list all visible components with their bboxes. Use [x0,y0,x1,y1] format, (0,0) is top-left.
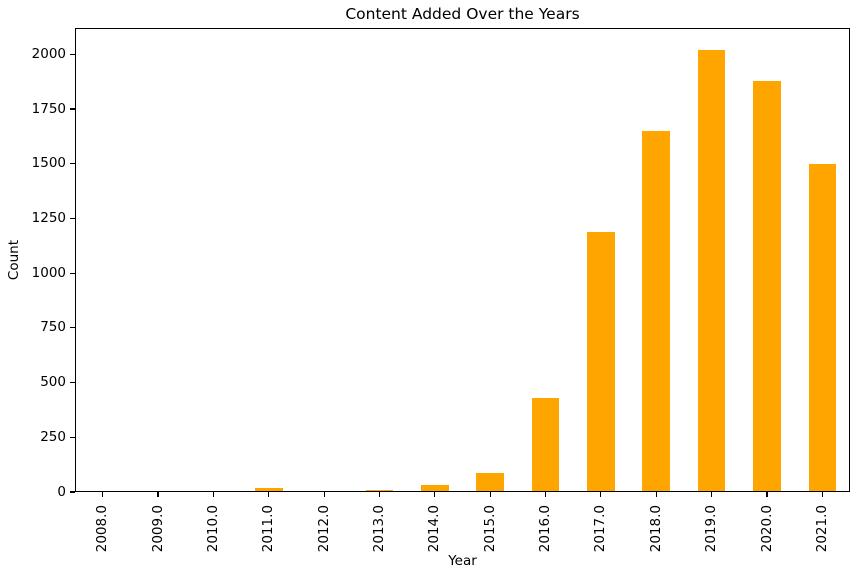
y-tick-mark [70,491,75,493]
y-tick-label: 1000 [31,264,66,281]
y-tick-mark [70,272,75,274]
x-tick-label: 2011.0 [260,505,277,553]
y-tick-label: 750 [40,319,66,336]
y-tick-label: 500 [40,374,66,391]
x-tick-label: 2015.0 [481,505,498,553]
bar-2011.0 [254,488,283,492]
x-tick-mark [821,492,823,497]
x-tick-mark [711,492,713,497]
x-tick-mark [434,492,436,497]
y-tick-mark [70,217,75,219]
y-tick-label: 250 [40,428,66,445]
plot-area [75,28,850,492]
x-tick-label: 2019.0 [703,505,720,553]
x-tick-mark [489,492,491,497]
y-tick-mark [70,382,75,384]
x-tick-mark [212,492,214,497]
bar-2014.0 [421,485,449,492]
x-tick-mark [655,492,657,497]
x-tick-label: 2016.0 [537,505,553,553]
bar-2013.0 [365,489,394,492]
y-tick-label: 0 [57,483,66,500]
y-tick-mark [70,163,75,165]
y-tick-label: 1750 [31,100,66,117]
x-tick-label: 2010.0 [204,505,221,553]
bar-2017.0 [587,232,615,492]
x-tick-label: 2013.0 [371,505,387,553]
x-tick-mark [600,492,602,497]
y-tick-mark [70,327,75,329]
chart-title: Content Added Over the Years [345,5,580,23]
x-tick-mark [157,492,159,497]
x-tick-mark [378,492,381,497]
y-tick-mark [70,436,75,438]
x-tick-label: 2020.0 [758,505,775,553]
y-axis-label: Count [6,239,22,281]
x-tick-label: 2014.0 [426,505,443,553]
y-tick-label: 1250 [31,209,66,226]
x-tick-label: 2008.0 [94,505,111,553]
y-tick-mark [70,108,75,110]
y-tick-mark [70,53,75,55]
x-tick-mark [268,492,270,497]
bar-2019.0 [697,50,726,492]
x-axis-label: Year [448,553,477,569]
x-tick-mark [323,492,325,497]
x-tick-label: 2018.0 [647,505,664,553]
bar-2018.0 [642,131,671,492]
x-tick-label: 2021.0 [813,505,830,553]
y-tick-label: 2000 [31,45,66,62]
x-tick-mark [766,492,768,497]
x-tick-label: 2009.0 [149,505,166,553]
bar-2016.0 [531,397,560,492]
bar-2015.0 [476,473,504,492]
x-tick-mark [102,492,104,497]
x-tick-label: 2012.0 [315,505,332,553]
x-tick-mark [544,492,547,497]
bar-2020.0 [753,80,781,492]
bar-2021.0 [808,163,837,492]
y-axis-label-wrap: Count [4,28,24,492]
x-tick-label: 2017.0 [592,505,609,553]
y-tick-label: 1500 [31,155,66,172]
